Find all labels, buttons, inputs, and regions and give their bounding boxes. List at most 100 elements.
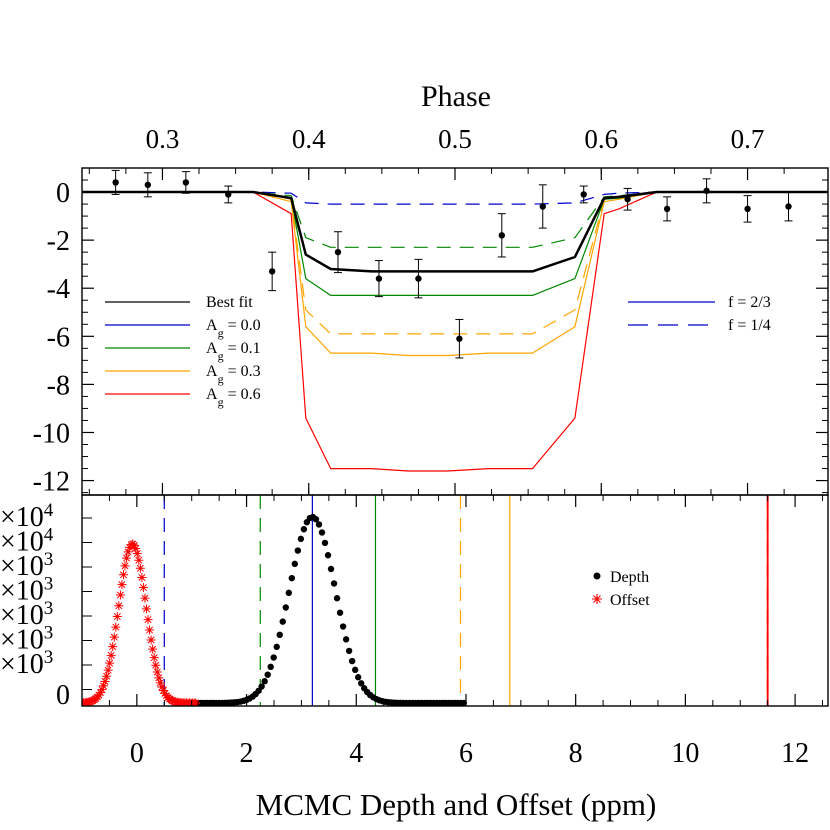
phase-tick-label: 0.6 xyxy=(584,124,618,154)
legend-depth-marker xyxy=(593,572,601,580)
lower-y-tick-exp: 3 xyxy=(44,573,54,594)
lower-plot-marks xyxy=(82,495,769,706)
depth-point xyxy=(327,565,335,573)
offset-point xyxy=(142,604,152,614)
legend-label: Offset xyxy=(610,592,650,609)
offset-point xyxy=(122,553,132,563)
data-point-group xyxy=(143,172,152,198)
depth-tick-label: 0 xyxy=(130,738,144,769)
data-point xyxy=(785,203,792,210)
depth-point xyxy=(315,521,323,528)
data-point-group xyxy=(224,185,233,204)
offset-point xyxy=(157,682,167,692)
depth-point xyxy=(348,657,356,665)
offset-point xyxy=(111,622,121,632)
depth-point xyxy=(339,623,347,630)
offset-point xyxy=(140,593,150,603)
depth-point xyxy=(318,529,326,536)
data-point-group xyxy=(181,171,190,194)
offset-point xyxy=(125,542,135,552)
data-point xyxy=(498,232,506,239)
lower-y-tick-label: ×104 xyxy=(0,500,54,534)
offset-point xyxy=(108,642,118,652)
series-line-3 xyxy=(82,191,828,357)
lower-y-tick-label: ×103 xyxy=(0,622,53,656)
data-point xyxy=(71,191,77,197)
data-point xyxy=(663,205,671,213)
data-point xyxy=(268,268,276,275)
depth-tick-label: 4 xyxy=(349,738,363,769)
depth-point xyxy=(258,683,265,690)
depth-point xyxy=(291,560,299,568)
depth-point xyxy=(297,535,305,543)
data-point xyxy=(112,179,119,186)
legend-label-sub: g xyxy=(218,349,224,363)
legend-label: Ag = 0.3 xyxy=(206,363,261,386)
offset-point xyxy=(149,653,159,663)
lower-y-tick-base: ×10 xyxy=(0,625,44,656)
legend-label-suffix: = 0.6 xyxy=(224,386,261,403)
offset-point xyxy=(85,697,95,706)
data-point-group xyxy=(374,260,383,298)
data-point-group xyxy=(333,231,342,274)
depth-point xyxy=(288,574,296,582)
upper-panel: 0.3 0.4 0.5 0.6 0.7 0 -2 -4 -6 -8 -10 -12 Best fit… xyxy=(33,124,829,498)
offset-point xyxy=(145,625,155,635)
offset-point xyxy=(138,583,148,593)
data-point xyxy=(624,196,631,203)
lower-y-zero-label: 0 xyxy=(56,680,70,711)
data-point xyxy=(456,335,463,342)
lower-legend: Depth Offset xyxy=(592,569,650,609)
offset-point xyxy=(103,665,113,675)
offset-point xyxy=(106,650,116,660)
data-point xyxy=(744,205,751,213)
legend-label-sub: g xyxy=(218,326,224,340)
data-point-group xyxy=(414,258,423,299)
lower-y-tick-exp: 4 xyxy=(44,524,54,545)
y-tick-label: 0 xyxy=(56,178,70,209)
offset-point xyxy=(114,601,124,611)
offset-point xyxy=(126,540,136,550)
depth-point xyxy=(330,580,338,587)
data-point xyxy=(580,191,587,198)
legend-label: f = 1/4 xyxy=(728,317,771,334)
data-point xyxy=(182,179,190,186)
depth-point xyxy=(276,631,283,639)
y-tick-label: -4 xyxy=(47,274,70,305)
depth-point xyxy=(300,526,308,533)
depth-tick-label: 8 xyxy=(569,738,583,769)
offset-point xyxy=(168,696,178,706)
data-point-group xyxy=(111,169,120,195)
offset-point xyxy=(151,660,161,670)
depth-point xyxy=(294,547,302,554)
offset-point xyxy=(137,573,147,583)
data-point-group xyxy=(497,213,506,258)
offset-point xyxy=(134,555,144,565)
depth-point xyxy=(282,604,289,611)
lower-y-tick-base: ×10 xyxy=(0,600,44,631)
depth-tick-label: 12 xyxy=(781,738,809,769)
data-point-group xyxy=(702,178,711,204)
depth-point xyxy=(261,678,268,685)
offset-point xyxy=(131,544,141,554)
legend-label-suffix: = 0.0 xyxy=(224,317,261,334)
lower-clipped-layer xyxy=(82,495,769,706)
series-line-4 xyxy=(82,191,828,472)
offset-point xyxy=(117,580,127,590)
data-point-group xyxy=(538,184,547,229)
offset-point xyxy=(97,685,107,695)
legend-label: Ag = 0.1 xyxy=(206,340,261,363)
series-line-6 xyxy=(82,191,828,248)
offset-point xyxy=(120,561,130,571)
top-axis-title: Phase xyxy=(421,80,491,113)
depth-point xyxy=(336,609,344,616)
legend-label-sub: g xyxy=(218,395,224,409)
phase-tick-label: 0.5 xyxy=(438,124,472,154)
data-point-group xyxy=(663,196,672,222)
lower-y-tick-base: ×10 xyxy=(0,551,44,582)
y-tick-label: -8 xyxy=(47,370,70,401)
upper-panel-frame xyxy=(81,167,829,496)
legend-label: f = 2/3 xyxy=(728,294,771,311)
y-tick-label: -12 xyxy=(33,467,70,498)
